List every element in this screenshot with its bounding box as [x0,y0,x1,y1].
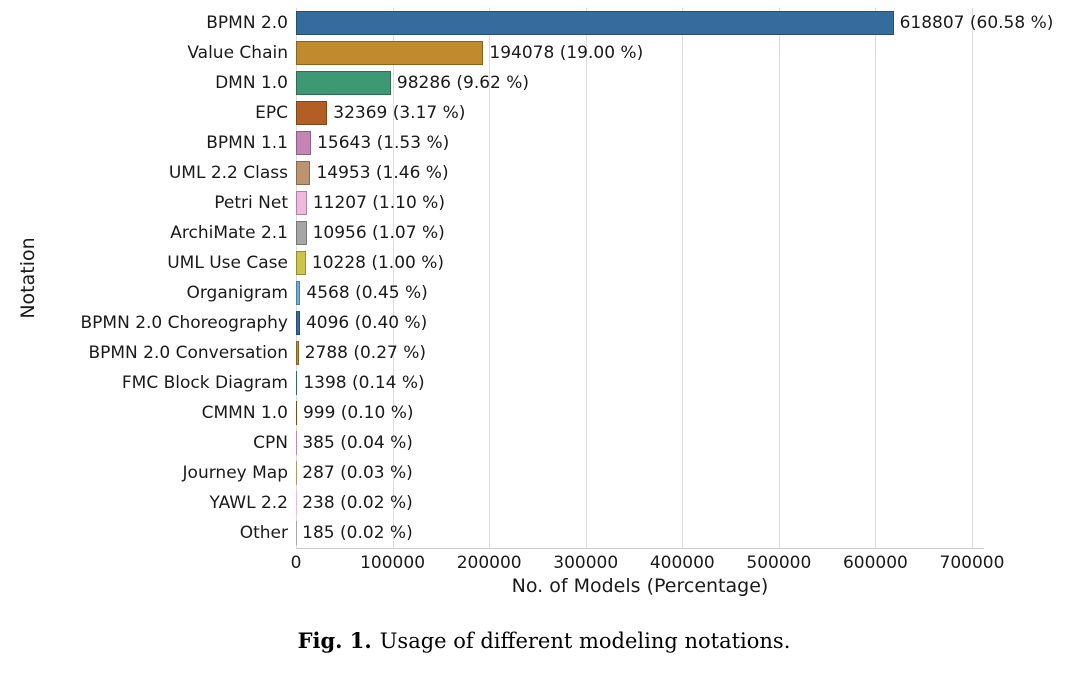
category-label: CMMN 1.0 [201,403,288,423]
gridline [585,8,587,548]
bar-value-label: 238 (0.02 %) [302,493,413,513]
bar-value-label: 2788 (0.27 %) [304,343,427,363]
category-label: Value Chain [187,43,288,63]
caption-tag: Fig. 1. [297,628,372,653]
bar-value-label: 10956 (1.07 %) [312,223,445,243]
bar-value-label: 15643 (1.53 %) [317,133,450,153]
x-tick-label: 100000 [360,553,426,573]
bar-value-label: 4568 (0.45 %) [306,283,428,303]
gridline [296,8,297,548]
category-label: FMC Block Diagram [121,373,288,393]
bar [296,131,312,155]
category-label: BPMN 2.0 Conversation [88,343,288,363]
bar-value-label: 98286 (9.62 %) [396,73,530,93]
category-label: DMN 1.0 [215,73,288,93]
gridline [489,8,491,548]
bar [296,41,484,65]
category-label: Journey Map [182,463,288,483]
bar [296,191,307,215]
gridline [875,8,877,548]
x-tick-label: 200000 [456,553,522,573]
category-label: UML Use Case [167,253,288,273]
category-label: ArchiMate 2.1 [170,223,288,243]
gridline [972,8,973,548]
category-label: BPMN 2.0 [206,13,288,33]
bar-value-label: 618807 (60.58 %) [899,13,1054,33]
gridline [392,8,394,548]
bar [296,251,306,275]
x-tick-label: 300000 [553,553,619,573]
category-label: YAWL 2.2 [209,493,288,513]
bar-value-label: 999 (0.10 %) [302,403,414,423]
bar-value-label: 1398 (0.14 %) [303,373,425,393]
bar [296,371,298,395]
bar [296,311,300,335]
bar [296,281,301,305]
gridline [778,8,780,548]
x-axis-label: No. of Models (Percentage) [511,575,769,597]
bar-value-label: 185 (0.02 %) [302,523,413,543]
bar [296,161,311,185]
category-label: BPMN 2.0 Choreography [80,313,289,333]
x-tick-label: 0 [290,553,302,573]
x-tick-label: 400000 [649,553,715,573]
category-label: Organigram [186,283,288,303]
bar [296,221,307,245]
bar-value-label: 194078 (19.00 %) [489,43,644,63]
bar [296,101,328,125]
bar [296,401,297,425]
category-label: CPN [253,433,288,453]
category-label: Other [239,523,288,543]
bar-value-label: 10228 (1.00 %) [311,253,445,273]
bar [296,71,391,95]
category-label: BPMN 1.1 [206,133,288,153]
plot-area: 618807 (60.58 %) 194078 (19.00 %) 98286 (9… [296,8,1053,549]
bar-value-label: 287 (0.03 %) [302,463,413,483]
x-tick-label: 600000 [842,553,908,573]
bar [296,341,299,365]
category-label: UML 2.2 Class [168,163,288,183]
figure-caption: Fig. 1. Usage of different modeling notat… [0,628,1088,653]
bar-value-label: 4096 (0.40 %) [305,313,428,333]
bar-value-label: 32369 (3.17 %) [333,103,466,123]
caption-text: Usage of different modeling notations. [379,629,791,653]
x-tick-label: 500000 [746,553,812,573]
bar [296,11,894,35]
gridline [682,8,684,548]
category-label: Petri Net [214,193,288,213]
x-tick-label: 700000 [939,553,1005,573]
bar-value-label: 11207 (1.10 %) [312,193,445,213]
bar-value-label: 14953 (1.46 %) [316,163,449,183]
bar-value-label: 385 (0.04 %) [302,433,413,453]
category-label: EPC [255,103,288,123]
